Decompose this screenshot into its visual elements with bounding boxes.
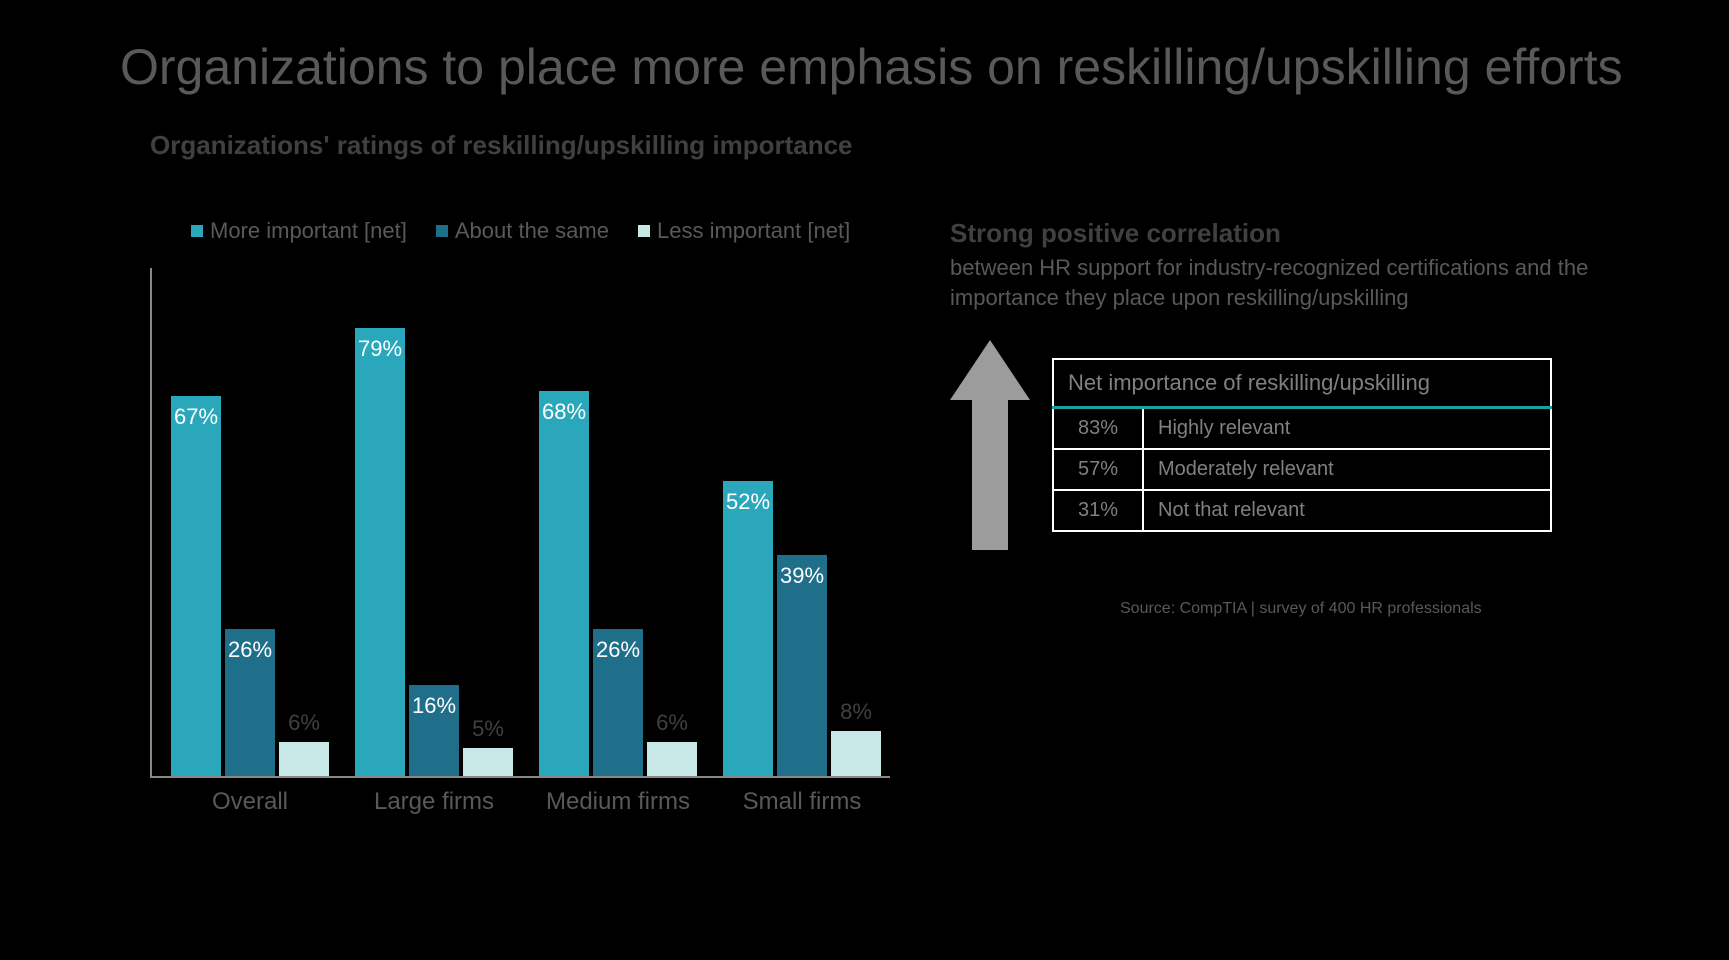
bar: 68%	[539, 391, 589, 776]
bar-value-label: 8%	[831, 699, 881, 725]
bar-group: 68%26%6%Medium firms	[528, 391, 708, 776]
legend-label: Less important [net]	[657, 218, 850, 244]
source-note: Source: CompTIA | survey of 400 HR profe…	[1120, 600, 1482, 618]
bar-group: 52%39%8%Small firms	[712, 481, 892, 776]
bar-chart: 67%26%6%Overall79%16%5%Large firms68%26%…	[140, 268, 900, 828]
table-row: 31%Not that relevant	[1053, 490, 1551, 531]
bar: 6%	[279, 742, 329, 776]
up-arrow-icon	[950, 340, 1030, 550]
sidebar: Strong positive correlation between HR s…	[950, 218, 1590, 550]
bar-value-label: 6%	[279, 710, 329, 736]
legend-item: More important [net]	[190, 218, 407, 244]
table-cell-label: Moderately relevant	[1143, 449, 1551, 490]
bar-group: 67%26%6%Overall	[160, 396, 340, 776]
table-cell-pct: 57%	[1053, 449, 1143, 490]
chart-plot-area: 67%26%6%Overall79%16%5%Large firms68%26%…	[150, 268, 890, 778]
legend-swatch	[435, 224, 449, 238]
category-label: Large firms	[344, 776, 524, 816]
bar-value-label: 6%	[647, 710, 697, 736]
legend-item: About the same	[435, 218, 609, 244]
correlation-table: Net importance of reskilling/upskilling …	[1052, 358, 1552, 532]
bar-value-label: 5%	[463, 716, 513, 742]
sidebar-desc: between HR support for industry-recogniz…	[950, 253, 1590, 312]
bar-value-label: 67%	[171, 404, 221, 430]
bar-value-label: 52%	[723, 489, 773, 515]
bar: 26%	[593, 629, 643, 776]
table-header: Net importance of reskilling/upskilling	[1053, 359, 1551, 408]
bar: 8%	[831, 731, 881, 776]
table-row: 83%Highly relevant	[1053, 408, 1551, 450]
category-label: Overall	[160, 776, 340, 816]
table-cell-pct: 31%	[1053, 490, 1143, 531]
legend-swatch	[637, 224, 651, 238]
legend-swatch	[190, 224, 204, 238]
bar-value-label: 79%	[355, 336, 405, 362]
table-cell-label: Not that relevant	[1143, 490, 1551, 531]
bar: 16%	[409, 685, 459, 776]
bar: 67%	[171, 396, 221, 776]
chart-legend: More important [net] About the same Less i…	[190, 218, 850, 244]
bar: 79%	[355, 328, 405, 776]
table-cell-pct: 83%	[1053, 408, 1143, 450]
bar: 52%	[723, 481, 773, 776]
bar-value-label: 26%	[593, 637, 643, 663]
bar: 5%	[463, 748, 513, 776]
table-cell-label: Highly relevant	[1143, 408, 1551, 450]
slide-title: Organizations to place more emphasis on …	[120, 38, 1623, 96]
bar-group: 79%16%5%Large firms	[344, 328, 524, 776]
bar-value-label: 39%	[777, 563, 827, 589]
legend-label: More important [net]	[210, 218, 407, 244]
category-label: Medium firms	[528, 776, 708, 816]
bar: 6%	[647, 742, 697, 776]
table-row: 57%Moderately relevant	[1053, 449, 1551, 490]
bar-value-label: 68%	[539, 399, 589, 425]
bar-value-label: 26%	[225, 637, 275, 663]
chart-subtitle: Organizations' ratings of reskilling/ups…	[150, 130, 853, 161]
bar: 39%	[777, 555, 827, 776]
bar-value-label: 16%	[409, 693, 459, 719]
category-label: Small firms	[712, 776, 892, 816]
legend-label: About the same	[455, 218, 609, 244]
sidebar-title: Strong positive correlation	[950, 218, 1590, 249]
legend-item: Less important [net]	[637, 218, 850, 244]
bar: 26%	[225, 629, 275, 776]
